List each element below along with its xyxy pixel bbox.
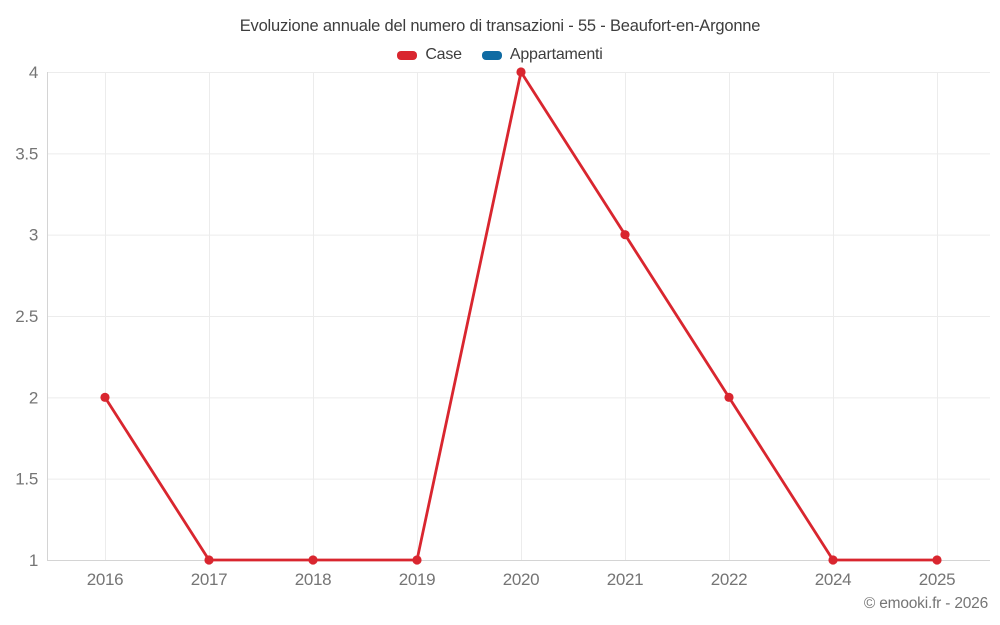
y-tick-label: 2.5 xyxy=(15,307,38,326)
x-tick-label: 2022 xyxy=(711,570,748,589)
x-tick-label: 2018 xyxy=(295,570,332,589)
data-point[interactable] xyxy=(828,555,838,565)
data-point[interactable] xyxy=(412,555,422,565)
y-tick-label: 3 xyxy=(29,226,38,245)
gridlines xyxy=(47,72,990,561)
y-tick-label: 2 xyxy=(29,388,38,407)
data-point[interactable] xyxy=(932,555,942,565)
case-line-series xyxy=(100,67,942,565)
legend: Case Appartamenti xyxy=(0,46,1000,64)
x-tick-label: 2021 xyxy=(607,570,644,589)
y-tick-label: 1.5 xyxy=(15,470,38,489)
copyright: © emooki.fr - 2026 xyxy=(863,595,988,612)
x-tick-label: 2024 xyxy=(815,570,852,589)
x-tick-label: 2017 xyxy=(191,570,228,589)
x-tick-label: 2019 xyxy=(399,570,436,589)
y-tick-label: 3.5 xyxy=(15,144,38,163)
appartamenti-series-swatch xyxy=(481,50,502,60)
legend-item-case[interactable]: Case xyxy=(397,46,462,64)
data-point[interactable] xyxy=(516,67,526,77)
x-tick-label: 2020 xyxy=(503,570,540,589)
x-tick-label: 2016 xyxy=(87,570,124,589)
data-point[interactable] xyxy=(100,392,110,402)
chart-title: Evoluzione annuale del numero di transaz… xyxy=(239,17,761,35)
data-point[interactable] xyxy=(620,230,630,240)
legend-label-appartamenti: Appartamenti xyxy=(509,46,603,63)
data-point[interactable] xyxy=(724,392,734,402)
y-tick-label: 4 xyxy=(29,63,38,82)
legend-item-appartamenti[interactable]: Appartamenti xyxy=(481,46,603,64)
x-tick-label: 2025 xyxy=(919,570,956,589)
data-point[interactable] xyxy=(204,555,214,565)
data-point[interactable] xyxy=(308,555,318,565)
legend-label-case: Case xyxy=(425,46,462,63)
case-series-swatch xyxy=(397,50,418,60)
y-tick-label: 1 xyxy=(29,551,38,570)
